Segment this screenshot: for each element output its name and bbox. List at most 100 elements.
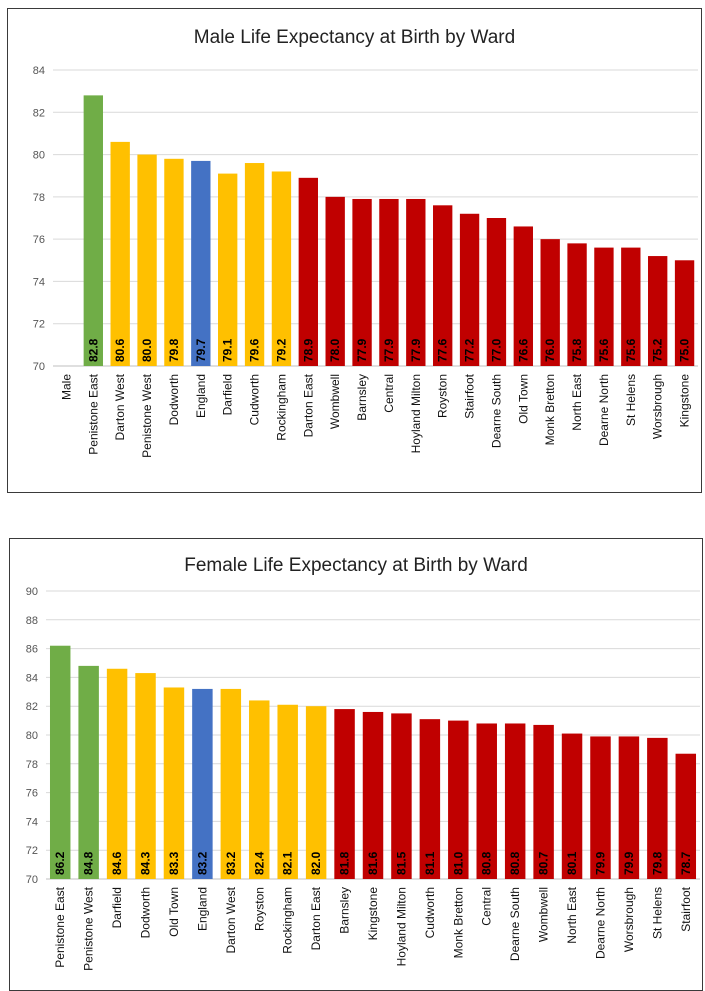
female-data-label: 78.7 xyxy=(679,851,693,875)
female-bar xyxy=(106,668,128,879)
male-bar xyxy=(164,158,184,366)
female-data-label: 83.2 xyxy=(224,851,238,875)
female-category-label: Cudworth xyxy=(423,887,437,938)
female-y-tick-label: 90 xyxy=(26,586,38,598)
male-category-label: Dearne North xyxy=(597,374,611,446)
male-category-label: Male xyxy=(59,374,73,400)
male-category-label: Dearne South xyxy=(489,374,503,448)
female-y-tick-label: 74 xyxy=(26,816,38,828)
female-data-label: 79.9 xyxy=(593,851,607,875)
female-bar xyxy=(391,713,412,879)
male-bar xyxy=(352,198,372,366)
male-data-label: 79.2 xyxy=(274,338,288,362)
male-bar xyxy=(621,247,641,366)
female-bar xyxy=(419,719,441,879)
male-category-label: Darton East xyxy=(301,373,315,437)
female-y-tick-label: 82 xyxy=(26,701,38,713)
male-data-label: 76.6 xyxy=(516,338,530,362)
female-bar xyxy=(561,733,583,879)
female-category-label: England xyxy=(195,887,209,931)
male-category-label: Dodworth xyxy=(167,374,181,425)
female-bar xyxy=(504,723,526,879)
female-y-tick-label: 84 xyxy=(26,672,38,684)
female-chart-panel: Female Life Expectancy at Birth by Ward … xyxy=(9,538,703,991)
male-bar xyxy=(594,247,614,366)
male-data-label: 77.9 xyxy=(382,338,396,362)
male-category-label: Central xyxy=(382,374,396,413)
female-data-label: 80.8 xyxy=(508,851,522,875)
female-bar xyxy=(476,723,497,879)
female-category-label: Rockingham xyxy=(281,887,295,954)
female-y-tick-label: 88 xyxy=(26,615,38,627)
female-category-label: North East xyxy=(565,886,579,943)
female-bar xyxy=(647,737,668,879)
male-category-label: Darfield xyxy=(221,374,235,415)
female-data-label: 79.9 xyxy=(622,851,636,875)
female-bar xyxy=(192,688,213,879)
male-data-label: 80.0 xyxy=(140,338,154,362)
male-y-tick-label: 74 xyxy=(33,276,45,288)
male-data-label: 75.0 xyxy=(678,338,692,362)
female-data-label: 83.2 xyxy=(195,851,209,875)
female-data-label: 81.0 xyxy=(451,851,465,875)
female-bar xyxy=(305,706,327,879)
male-category-label: Worsbrough xyxy=(651,374,665,439)
female-category-label: Barnsley xyxy=(338,887,352,934)
male-chart-title: Male Life Expectancy at Birth by Ward xyxy=(193,27,516,48)
male-bar xyxy=(137,154,157,366)
female-data-label: 80.1 xyxy=(565,851,579,875)
female-data-label: 84.8 xyxy=(82,851,96,875)
male-y-tick-label: 82 xyxy=(33,107,45,119)
female-category-label: Royston xyxy=(252,887,266,931)
male-bar xyxy=(191,160,211,366)
female-y-tick-label: 78 xyxy=(26,759,38,771)
male-bar xyxy=(110,141,130,366)
female-bar xyxy=(135,673,156,879)
male-y-tick-label: 76 xyxy=(33,234,45,246)
female-bar xyxy=(334,709,355,879)
male-data-label: 75.6 xyxy=(624,338,638,362)
female-data-label: 81.6 xyxy=(366,851,380,875)
female-category-label: Kingstone xyxy=(366,887,380,941)
male-bar xyxy=(486,218,507,366)
female-bar xyxy=(675,753,697,879)
male-y-tick-label: 78 xyxy=(33,192,45,204)
female-bar xyxy=(448,720,469,879)
male-bar xyxy=(83,95,103,366)
female-category-label: Darton West xyxy=(224,886,238,953)
female-bar xyxy=(163,687,185,879)
male-bar-chart: 70 72 74 76 78 80 82 84 Male 82.8 Penistone East 80… xyxy=(33,65,698,458)
female-data-label: 82.0 xyxy=(309,851,323,875)
male-category-label: Royston xyxy=(436,374,450,418)
male-category-label: North East xyxy=(570,373,584,430)
female-bar xyxy=(533,724,554,879)
female-category-label: Old Town xyxy=(167,887,181,937)
male-y-tick-label: 72 xyxy=(33,319,45,331)
male-bar xyxy=(433,205,453,366)
female-data-label: 82.4 xyxy=(252,851,266,875)
male-bar xyxy=(513,226,533,366)
male-bar xyxy=(271,171,292,366)
male-bar xyxy=(540,239,560,366)
male-data-label: 77.6 xyxy=(436,338,450,362)
male-y-tick-label: 70 xyxy=(33,361,45,373)
male-category-label: Monk Bretton xyxy=(543,374,557,445)
male-category-label: Penistone West xyxy=(140,373,154,457)
male-chart-panel: Male Life Expectancy at Birth by Ward 70… xyxy=(7,8,702,493)
male-data-label: 75.2 xyxy=(651,338,665,362)
female-data-label: 81.1 xyxy=(423,851,437,875)
male-category-label: Cudworth xyxy=(248,374,262,425)
female-bar xyxy=(220,688,242,879)
female-category-label: Darton East xyxy=(309,886,323,950)
male-data-label: 77.2 xyxy=(463,338,477,362)
female-y-tick-label: 76 xyxy=(26,788,38,800)
female-y-tick-label: 86 xyxy=(26,644,38,656)
male-category-label: Old Town xyxy=(516,374,530,424)
female-category-label: Central xyxy=(480,887,494,926)
male-category-label: Stairfoot xyxy=(463,373,477,418)
male-data-label: 77.9 xyxy=(409,338,423,362)
female-bar xyxy=(78,665,99,879)
male-bar xyxy=(648,256,668,366)
male-data-label: 78.0 xyxy=(328,338,342,362)
female-data-label: 84.6 xyxy=(110,851,124,875)
